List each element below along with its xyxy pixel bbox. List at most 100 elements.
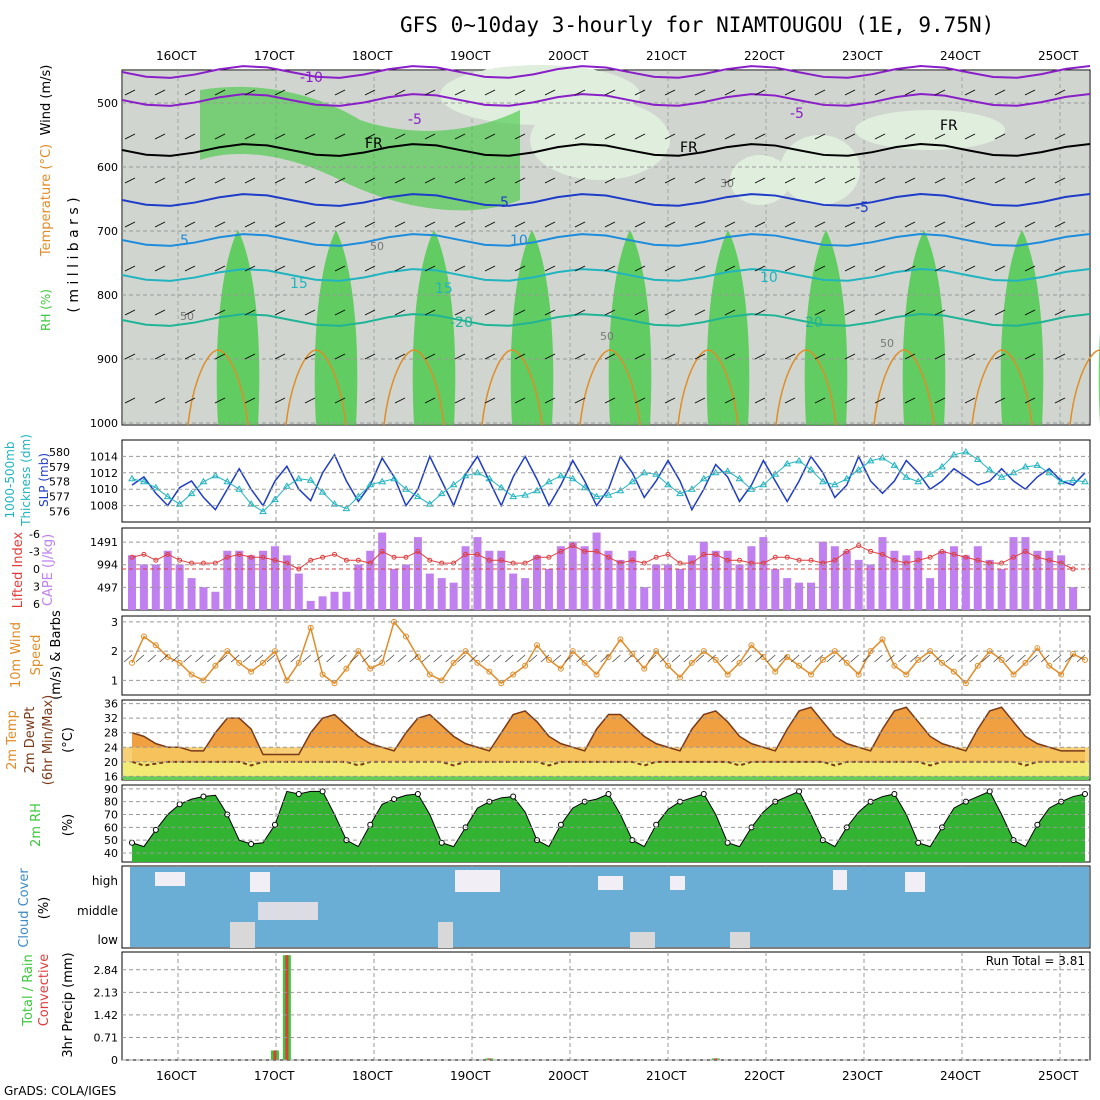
precip-panel: 2.84 2.13 1.42 0.71 0 Run Total = 3.81: [94, 951, 1091, 1067]
wind-barb: [334, 353, 346, 360]
thickness-marker: [878, 453, 887, 461]
cloud-axis-label: Cloud Cover: [17, 868, 32, 948]
wind-barb: [604, 353, 616, 360]
wind10-panel-marker: [295, 659, 302, 666]
thickness-marker: [556, 471, 565, 479]
wind-barb: [424, 177, 436, 184]
low-level-contour: [775, 349, 837, 426]
wind10-panel-frame: [121, 615, 1091, 696]
wind10-barb: [457, 654, 466, 663]
wind-barb: [124, 133, 136, 140]
cape-bar: [318, 596, 327, 610]
wind-barb: [574, 397, 586, 404]
y-tick-label: 1000: [90, 417, 118, 430]
wind-barb: [634, 177, 646, 184]
wind-barb: [754, 397, 766, 404]
thickness-marker: [533, 486, 541, 494]
cape-bar: [437, 578, 446, 610]
wind10-barb: [886, 654, 895, 663]
wind-barb: [334, 221, 346, 228]
thickness-marker: [199, 477, 208, 485]
wind10-barb: [230, 654, 240, 663]
wind-barb: [724, 265, 736, 272]
wind-barb: [574, 265, 586, 272]
wind10-barb: [695, 654, 705, 663]
wind-barb: [274, 265, 286, 272]
wind-barb: [934, 353, 946, 360]
wind-barb: [514, 177, 526, 184]
thickness-marker: [354, 492, 363, 500]
rh2m-marker: [653, 821, 660, 828]
cape-bar: [235, 550, 244, 610]
wind10-barb: [898, 654, 907, 663]
wind10-barb: [242, 654, 252, 663]
bottom-date-label: 18OCT: [352, 1069, 393, 1083]
thickness-marker: [866, 456, 875, 464]
wind-barb: [334, 309, 346, 316]
wind10-panel-marker: [152, 642, 159, 649]
wind-barb: [1054, 353, 1066, 360]
wind-barb: [754, 309, 766, 316]
rh2m-marker: [605, 790, 612, 797]
rh-contour-label: 50: [370, 240, 384, 253]
y-tick-label: 900: [97, 353, 118, 366]
wind-barb: [424, 89, 436, 96]
lifted-index-marker: [558, 548, 564, 554]
cape-bar: [211, 591, 220, 610]
wind10-barb: [826, 654, 836, 663]
rh2m-marker: [367, 821, 374, 828]
wind10-panel-marker: [724, 671, 731, 678]
wind-barb: [874, 221, 886, 228]
wind10-panel-marker: [1034, 645, 1041, 652]
wind-barb: [754, 353, 766, 360]
wind10-barb: [862, 654, 871, 663]
lifted-index-marker: [165, 551, 171, 557]
thickness-axis-label: 1000-500mb: [3, 441, 17, 518]
rh-moist-column: [412, 230, 456, 425]
thickness-marker: [1057, 477, 1066, 485]
rh2m-marker: [510, 793, 517, 800]
wind-barb: [784, 133, 796, 140]
wind-barb: [694, 309, 706, 316]
thickness-marker: [497, 483, 506, 491]
wind-barb: [784, 265, 796, 272]
thickness-marker: [163, 492, 172, 500]
rh2m-unit-label: (%): [61, 814, 76, 837]
wind-barb: [484, 265, 496, 272]
wind-barb: [304, 265, 316, 272]
wind-barb: [724, 133, 736, 140]
wind-barb: [604, 397, 616, 404]
wind-barb: [394, 265, 406, 272]
lifted-index-marker: [951, 551, 957, 557]
cape-bar: [461, 546, 470, 610]
wind10-barb: [278, 654, 288, 663]
wind-barb: [844, 353, 856, 360]
wind-barb: [484, 221, 496, 228]
wind-barb: [154, 309, 166, 316]
lifted-index-marker: [224, 554, 230, 560]
wind10-panel-marker: [248, 668, 255, 675]
lifted-index-marker: [606, 554, 611, 560]
cape-bar: [866, 564, 875, 610]
thickness-marker: [1081, 477, 1089, 485]
thickness-marker: [259, 507, 267, 515]
wind-barb: [664, 89, 676, 96]
bottom-date-label: 25OCT: [1038, 1069, 1079, 1083]
cape-bar: [699, 541, 708, 610]
wind-barb: [1024, 309, 1036, 316]
wind-barb: [394, 133, 406, 140]
wind-barb: [424, 309, 436, 316]
cape-bar: [199, 587, 208, 610]
rh2m-marker: [248, 841, 255, 848]
wind-barb: [814, 89, 826, 96]
cape-bar: [675, 569, 684, 610]
wind10-panel-marker: [188, 671, 195, 678]
wind-barb: [994, 221, 1006, 228]
cape-bar: [521, 578, 530, 610]
lifted-index-marker: [415, 548, 421, 554]
upper-air-panel-frame: [121, 69, 1091, 426]
lifted-index-marker: [641, 560, 647, 566]
wind-barb: [544, 133, 556, 140]
